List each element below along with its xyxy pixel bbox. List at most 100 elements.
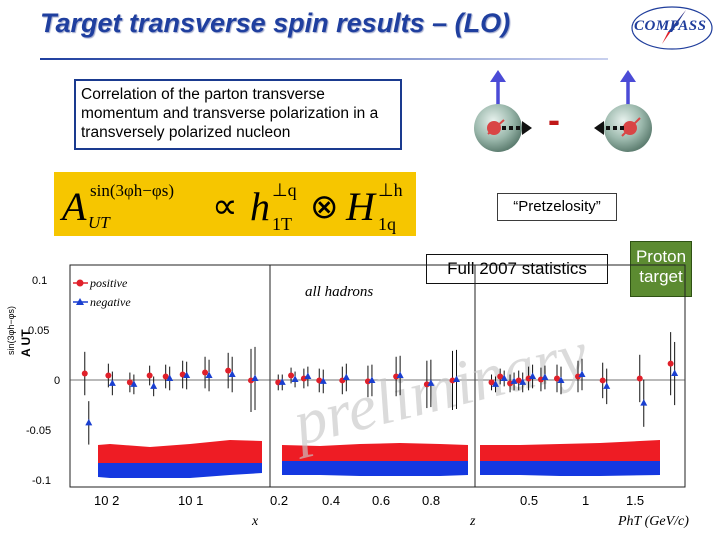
- formula-lhs-sub: UT: [88, 213, 111, 232]
- nucleon-illustration: -: [474, 70, 652, 152]
- spin-arrowhead-left: [490, 70, 506, 82]
- formula-H: H: [345, 184, 377, 229]
- data-point-positive: [126, 379, 133, 386]
- kt-head-left: [522, 121, 532, 135]
- asymmetry-plot: sin(3φh−φs) A UT 0.1 0.05 0 -0.05 -0.1 p…: [6, 264, 689, 529]
- data-points-layer: [81, 332, 679, 445]
- data-point-positive: [537, 376, 544, 383]
- x-tick-pht-0: 0.5: [520, 493, 538, 508]
- x-tick-x-0: 10 2: [94, 493, 119, 508]
- y-axis-label: sin(3φh−φs) A UT: [6, 306, 33, 357]
- data-point-negative: [541, 373, 549, 380]
- data-point-positive: [316, 377, 323, 384]
- proton-target-badge: Proton target: [630, 241, 692, 297]
- data-point-negative: [500, 374, 508, 381]
- x-axis-label-x: x: [251, 514, 259, 529]
- pretzelosity-label: “Pretzelosity”: [497, 193, 617, 221]
- data-point-positive: [146, 372, 153, 379]
- data-point-positive: [636, 375, 643, 382]
- legend: positive negative: [73, 276, 131, 309]
- data-point-positive: [105, 372, 112, 379]
- panel-pht-frame: [474, 264, 686, 488]
- x-tick-z-0: 0.2: [270, 493, 288, 508]
- band-blue-z: [282, 461, 468, 476]
- data-point-negative: [150, 382, 158, 389]
- data-point-negative: [304, 372, 312, 379]
- data-point-positive: [248, 377, 255, 384]
- data-point-negative: [278, 378, 286, 385]
- data-point-positive: [288, 372, 295, 379]
- band-blue-x: [98, 463, 262, 478]
- data-point-negative: [319, 377, 327, 384]
- data-point-negative: [557, 376, 565, 383]
- kt-head-right: [594, 121, 604, 135]
- data-point-negative: [342, 373, 350, 380]
- band-blue-pht: [480, 461, 660, 476]
- legend-positive-label: positive: [89, 276, 128, 290]
- band-red-z: [282, 443, 468, 461]
- formula-h: h: [250, 184, 270, 229]
- x-tick-x-1: 10 1: [178, 493, 203, 508]
- spin-arrowhead-right: [620, 70, 636, 82]
- formula-otimes: ⊗: [310, 189, 339, 226]
- legend-positive-marker: [76, 279, 84, 287]
- data-point-negative: [183, 371, 191, 379]
- x-tick-z-1: 0.4: [322, 493, 340, 508]
- title-underline: [40, 58, 608, 60]
- correlation-box: Correlation of the parton transverse mom…: [74, 79, 402, 150]
- data-point-positive: [554, 375, 560, 382]
- pretzelosity-formula: A sin(3φh−φs) UT ∝ h ⊥q 1T ⊗ H ⊥h 1q: [54, 172, 416, 236]
- x-axis-label-z: z: [469, 514, 476, 529]
- logo-text: COMPASS: [634, 18, 707, 34]
- data-point-negative: [251, 374, 259, 381]
- preliminary-watermark: preliminary: [282, 317, 595, 460]
- y-tick-4: -0.1: [32, 475, 51, 487]
- data-point-negative: [519, 378, 527, 385]
- data-point-positive: [599, 377, 606, 384]
- data-point-positive: [179, 371, 186, 378]
- data-point-negative: [529, 372, 537, 379]
- band-red-pht: [480, 440, 660, 461]
- data-point-negative: [640, 399, 648, 406]
- formula-h-sup: ⊥q: [272, 180, 297, 200]
- formula-lhs-sup: sin(3φh−φs): [90, 181, 174, 200]
- y-axis-label-sup: sin(3φh−φs): [6, 306, 16, 355]
- data-point-negative: [578, 370, 586, 378]
- data-point-positive: [515, 377, 522, 384]
- minus-sign: -: [548, 99, 560, 140]
- formula-propto: ∝: [212, 186, 238, 226]
- formula-h-sub: 1T: [272, 214, 292, 234]
- target-label: target: [639, 267, 683, 286]
- quark-spin-right: [621, 117, 641, 137]
- data-point-negative: [291, 375, 299, 382]
- y-tick-2: 0: [54, 375, 60, 387]
- data-point-positive: [225, 367, 232, 374]
- logo-ring: [631, 6, 713, 50]
- data-point-negative: [603, 382, 611, 389]
- data-point-positive: [525, 375, 532, 382]
- data-point-negative: [228, 370, 236, 378]
- data-point-negative: [108, 379, 116, 386]
- slide-title: Target transverse spin results – (LO): [40, 8, 511, 38]
- quark-spin-left: [487, 119, 505, 135]
- data-point-negative: [130, 380, 138, 387]
- data-point-negative: [453, 375, 460, 382]
- data-point-negative: [671, 369, 679, 377]
- x-tick-z-3: 0.8: [422, 493, 440, 508]
- data-point-positive: [488, 379, 495, 386]
- data-point-negative: [492, 380, 500, 387]
- systematic-bands: [98, 440, 660, 478]
- data-point-positive: [507, 380, 514, 387]
- data-point-negative: [427, 379, 435, 386]
- data-point-negative: [166, 374, 174, 381]
- all-hadrons-label: all hadrons: [305, 284, 373, 300]
- formula-lhs: A: [59, 184, 87, 229]
- y-tick-3: -0.05: [26, 425, 51, 437]
- legend-negative-label: negative: [90, 295, 131, 309]
- data-point-negative: [205, 371, 213, 379]
- formula-H-sub: 1q: [378, 214, 396, 234]
- data-point-positive: [202, 369, 209, 376]
- formula-H-sup: ⊥h: [378, 180, 403, 200]
- data-point-positive: [81, 370, 88, 377]
- data-point-positive: [497, 373, 504, 380]
